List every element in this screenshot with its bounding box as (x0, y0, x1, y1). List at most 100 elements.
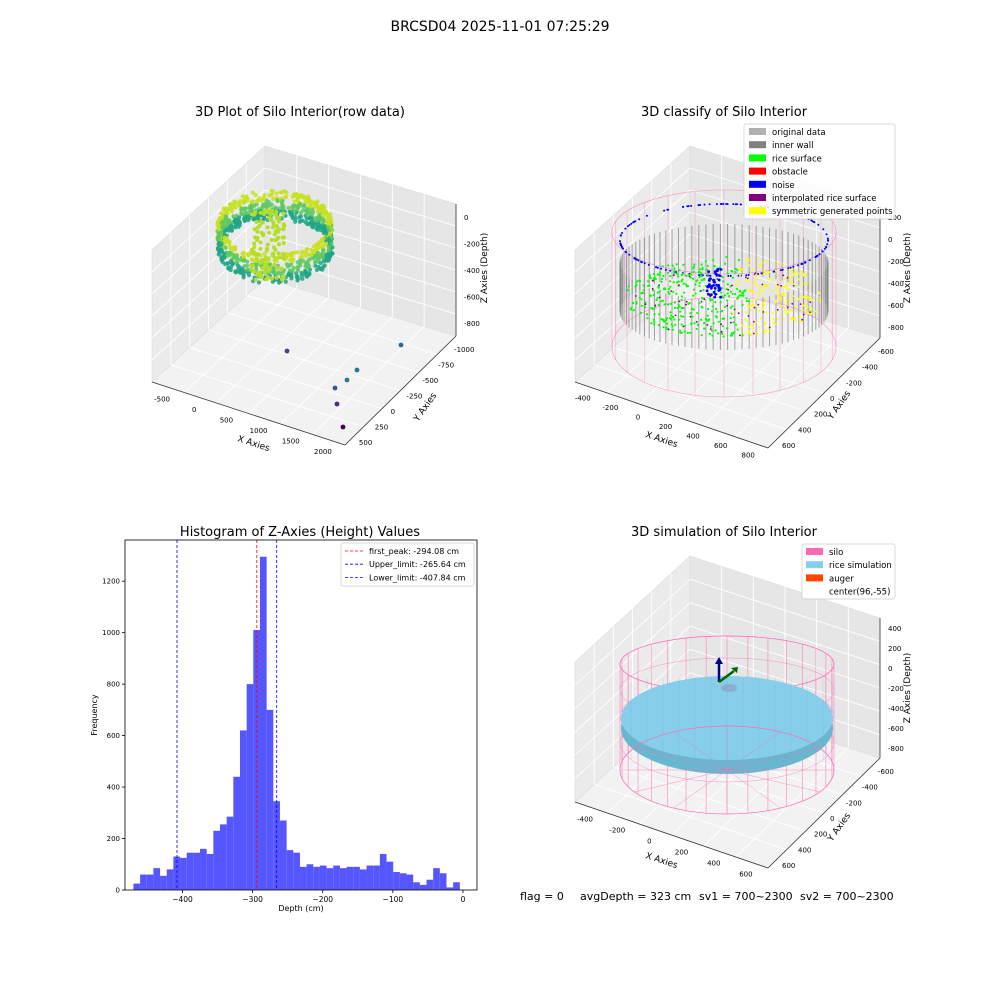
interpolated-point (695, 321, 698, 323)
rice-surface-point (741, 334, 744, 337)
rice-surface-point (639, 311, 643, 315)
rice-surface-point (731, 276, 735, 279)
data-point (267, 230, 272, 235)
rice-surface-point (648, 274, 652, 277)
data-point (265, 225, 270, 230)
noise-point (716, 267, 720, 271)
legend-label: auger (829, 574, 854, 584)
rice-surface-point (682, 315, 685, 318)
data-point (246, 253, 251, 258)
rice-surface-point (768, 278, 771, 281)
data-point (318, 225, 323, 230)
rice-surface-point (771, 290, 774, 293)
rice-surface-point (747, 300, 750, 303)
interpolated-point (652, 279, 654, 282)
histogram-bar (446, 887, 454, 890)
noise-point (714, 292, 717, 296)
rice-surface-point (778, 291, 781, 294)
data-point (304, 271, 309, 276)
rice-surface-point (754, 297, 758, 301)
rice-surface-point (661, 265, 664, 268)
rice-surface-point (743, 318, 747, 321)
noise-point (675, 271, 678, 273)
noise-point (710, 293, 713, 296)
rice-surface-point (682, 263, 685, 266)
rice-surface-point (658, 274, 661, 277)
rice-surface-point (731, 311, 734, 314)
rice-surface-point (782, 264, 785, 267)
rice-surface-point (656, 291, 659, 294)
noise-point (808, 259, 811, 262)
rice-surface-point (700, 334, 703, 337)
rice-surface-point (635, 302, 638, 305)
histogram-bar (133, 883, 141, 890)
rice-surface-point (702, 289, 705, 292)
data-point (316, 251, 321, 256)
rice-surface-point (761, 261, 764, 264)
rice-surface-point (801, 309, 804, 312)
data-point (277, 219, 281, 224)
simulation-title: 3D simulation of Silo Interior (631, 525, 818, 540)
data-point (321, 210, 326, 215)
rice-surface-point (751, 303, 754, 306)
data-point (281, 252, 286, 257)
rice-surface-point (714, 301, 717, 304)
rice-surface-point (687, 302, 690, 305)
rice-surface-point (700, 274, 703, 278)
z-tick-label: -800 (464, 320, 480, 328)
data-point (266, 200, 272, 205)
data-point (260, 258, 265, 263)
histogram-bar (453, 882, 460, 890)
noise-point (690, 204, 693, 207)
rice-surface-point (799, 320, 803, 324)
rice-surface-point (638, 296, 641, 299)
data-point (320, 222, 325, 227)
rice-surface-point (655, 298, 658, 302)
noise-point (800, 262, 803, 265)
noise-point (663, 209, 666, 212)
rice-surface-point (817, 292, 821, 295)
rice-surface-point (757, 291, 760, 294)
rice-surface-point (670, 318, 673, 321)
rice-surface-point (719, 301, 722, 304)
classify-title: 3D classify of Silo Interior (641, 105, 808, 120)
data-point (320, 267, 325, 272)
rice-surface-point (706, 308, 710, 311)
data-point (253, 277, 258, 282)
data-point (286, 205, 291, 211)
outlier-point (398, 342, 404, 348)
data-point (253, 193, 258, 198)
rice-surface-point (653, 276, 656, 279)
outlier-point (354, 367, 360, 373)
interpolated-point (780, 284, 783, 287)
interpolated-point (703, 298, 706, 301)
noise-point (628, 253, 631, 256)
interpolated-point (670, 290, 673, 292)
rice-surface-point (738, 289, 742, 292)
y-axis-line (767, 757, 881, 869)
rice-surface-point (652, 277, 656, 280)
rice-surface-point (730, 269, 733, 272)
rice-surface-point (629, 308, 632, 311)
data-point (223, 261, 228, 267)
rice-surface-point (698, 281, 701, 284)
noise-point (811, 220, 814, 223)
rice-surface-point (759, 317, 763, 320)
rice-surface-point (802, 304, 805, 307)
interpolated-point (720, 323, 722, 326)
data-point (309, 247, 314, 252)
rice-surface-point (748, 288, 751, 291)
rice-surface-point (666, 303, 670, 306)
noise-point (707, 292, 710, 296)
interpolated-point (678, 300, 681, 303)
z-tick-label: -600 (464, 293, 480, 301)
rice-surface-point (755, 275, 758, 278)
noise-point (826, 237, 829, 240)
data-point (281, 255, 286, 260)
x-tick-label: 200 (659, 423, 672, 431)
raw-data-panel: 3D Plot of Silo Interior(row data) -500 0… (151, 105, 490, 456)
z-tick-label: -200 (888, 685, 904, 693)
data-point (324, 255, 329, 261)
data-point (282, 189, 287, 194)
noise-point (643, 262, 646, 265)
